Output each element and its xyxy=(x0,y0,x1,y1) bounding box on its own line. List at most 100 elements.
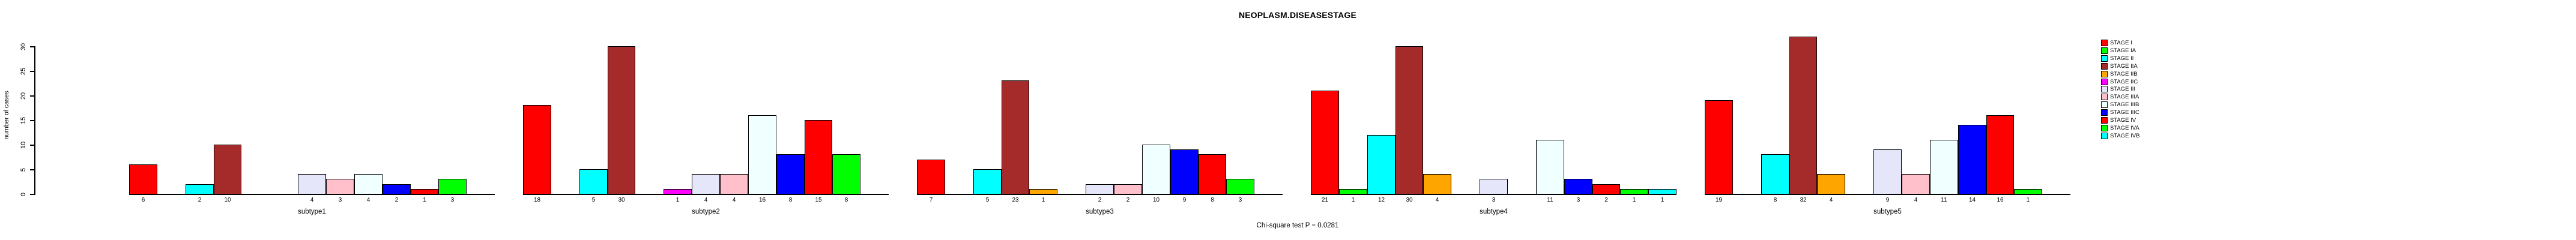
stage-bar xyxy=(214,145,241,194)
stage-bar xyxy=(748,115,776,194)
stage-bar xyxy=(1536,140,1564,194)
bar-value-label: 4 xyxy=(1829,197,1833,203)
y-tick-label: 10 xyxy=(20,141,27,149)
y-axis-tick xyxy=(30,145,34,146)
stage-bar xyxy=(1311,91,1339,194)
stage-bar xyxy=(1226,179,1254,194)
y-axis-tick xyxy=(30,194,34,195)
group-label: subtype4 xyxy=(1480,208,1508,215)
bar-value-label: 3 xyxy=(1576,197,1580,203)
bar-value-label: 8 xyxy=(1773,197,1777,203)
legend-label: STAGE II xyxy=(2110,55,2134,62)
stage-bar xyxy=(1002,80,1029,194)
bar-value-label: 1 xyxy=(423,197,426,203)
bar-value-label: 2 xyxy=(395,197,399,203)
bar-value-label: 1 xyxy=(1632,197,1636,203)
stage-bar xyxy=(523,105,551,194)
bar-value-label: 4 xyxy=(310,197,314,203)
legend-label: STAGE III xyxy=(2110,86,2136,93)
bar-value-label: 10 xyxy=(1152,197,1160,203)
bar-value-label: 21 xyxy=(1321,197,1329,203)
legend-label: STAGE IIIC xyxy=(2110,109,2139,116)
x-axis-segment xyxy=(917,194,1283,195)
stage-bar xyxy=(1423,174,1451,194)
bar-value-label: 1 xyxy=(1660,197,1664,203)
bar-value-label: 16 xyxy=(758,197,766,203)
bar-value-label: 1 xyxy=(676,197,680,203)
y-tick-label: 0 xyxy=(20,192,27,197)
bar-value-label: 3 xyxy=(1492,197,1496,203)
y-axis-tick xyxy=(30,46,34,47)
bar-value-label: 1 xyxy=(2026,197,2030,203)
bar-value-label: 4 xyxy=(1435,197,1439,203)
bar-value-label: 18 xyxy=(533,197,541,203)
stage-bar xyxy=(1395,46,1423,194)
stage-bar xyxy=(438,179,467,194)
stage-bar xyxy=(1817,174,1845,194)
stage-bar xyxy=(692,174,720,194)
bar-value-label: 11 xyxy=(1547,197,1553,203)
legend-swatch xyxy=(2101,78,2108,85)
legend-swatch xyxy=(2101,55,2108,62)
group-label: subtype5 xyxy=(1873,208,1902,215)
bar-value-label: 30 xyxy=(1406,197,1413,203)
legend-swatch xyxy=(2101,40,2108,46)
x-axis-segment xyxy=(1311,194,1677,195)
stage-bar xyxy=(1592,184,1620,194)
bar-value-label: 16 xyxy=(1997,197,2004,203)
stage-bar xyxy=(1564,179,1592,194)
legend-swatch xyxy=(2101,101,2108,109)
bar-value-label: 5 xyxy=(985,197,990,203)
stage-bar xyxy=(1902,174,1930,194)
bar-value-label: 2 xyxy=(198,197,202,203)
stage-bar xyxy=(805,120,832,194)
stage-bar xyxy=(579,169,608,194)
legend-label: STAGE IV xyxy=(2110,117,2136,124)
stage-bar xyxy=(298,174,326,194)
stage-bar xyxy=(1142,145,1170,194)
stage-bar xyxy=(720,174,748,194)
group-label: subtype3 xyxy=(1086,208,1114,215)
bar-value-label: 2 xyxy=(1098,197,1102,203)
bar-value-label: 7 xyxy=(929,197,933,203)
stage-bar xyxy=(608,46,635,194)
stage-bar xyxy=(776,154,805,194)
y-tick-label: 30 xyxy=(20,43,27,51)
bar-value-label: 3 xyxy=(338,197,342,203)
stage-bar xyxy=(326,179,354,194)
bar-value-label: 1 xyxy=(1041,197,1045,203)
legend-label: STAGE IIC xyxy=(2110,78,2138,85)
y-axis-tick xyxy=(30,71,34,72)
group-label: subtype2 xyxy=(692,208,720,215)
bar-value-label: 8 xyxy=(844,197,848,203)
legend-swatch xyxy=(2101,124,2108,131)
bar-value-label: 12 xyxy=(1377,197,1385,203)
legend-label: STAGE IA xyxy=(2110,47,2136,54)
bar-value-label: 2 xyxy=(1126,197,1130,203)
y-axis-tick xyxy=(30,120,34,121)
y-axis-label: number of cases xyxy=(3,91,10,140)
legend-label: STAGE IIIA xyxy=(2110,94,2139,101)
bar-value-label: 8 xyxy=(1211,197,1214,203)
y-tick-label: 5 xyxy=(20,167,27,172)
stage-bar xyxy=(1114,184,1142,194)
legend-swatch xyxy=(2101,62,2108,70)
bar-value-label: 4 xyxy=(704,197,708,203)
legend-label: STAGE IIIB xyxy=(2110,101,2139,109)
stage-bar xyxy=(186,184,214,194)
bar-value-label: 15 xyxy=(815,197,822,203)
legend-swatch xyxy=(2101,132,2108,139)
stage-bar xyxy=(1873,149,1902,194)
legend-label: STAGE IIB xyxy=(2110,70,2138,77)
bar-value-label: 4 xyxy=(732,197,736,203)
stage-bar xyxy=(1480,179,1508,194)
y-axis-tick xyxy=(30,169,34,170)
bar-value-label: 9 xyxy=(1182,197,1187,203)
bar-value-label: 2 xyxy=(1604,197,1608,203)
bar-value-label: 4 xyxy=(366,197,370,203)
chart-title: NEOPLASM.DISEASESTAGE xyxy=(1238,10,1357,20)
stage-bar xyxy=(1930,140,1958,194)
legend-swatch xyxy=(2101,70,2108,77)
group-label: subtype1 xyxy=(298,208,326,215)
